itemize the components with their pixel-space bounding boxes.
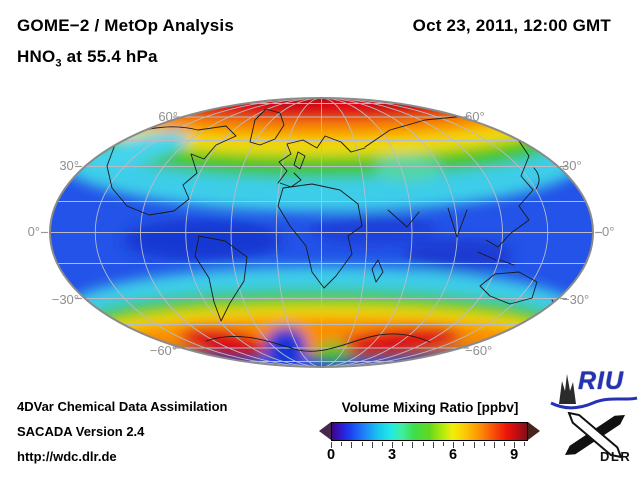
colorbar-tick-label: 6 <box>449 447 458 463</box>
lat-label-right-30: 30° <box>562 158 582 173</box>
credit-line-assimilation: 4DVar Chemical Data Assimilation <box>17 399 228 414</box>
colorbar-tick <box>453 442 455 448</box>
colorbar-tick <box>381 442 383 446</box>
colorbar-tick <box>504 442 505 446</box>
colorbar-tick <box>422 442 424 446</box>
world-map <box>41 97 602 368</box>
dlr-logo: DLR <box>564 411 636 466</box>
lat-label-left-30: 30° <box>59 158 79 173</box>
colorbar-overflow-arrow <box>528 422 540 440</box>
colorbar-ticks <box>331 442 528 450</box>
lat-label-right-0: 0° <box>602 224 615 239</box>
riu-logo-text: RIU <box>578 367 625 395</box>
colorbar-underflow-arrow <box>319 422 331 440</box>
colorbar-tick <box>412 442 414 448</box>
page-title: GOME−2 / MetOp Analysis <box>17 16 235 35</box>
lat-label-left-m30: −30° <box>51 292 79 307</box>
colorbar-tick <box>524 442 526 446</box>
lat-label-right-60: 60° <box>465 109 485 124</box>
lat-label-left-0: 0° <box>27 224 40 239</box>
dlr-emblem-icon <box>565 411 625 459</box>
colorbar-tick <box>392 442 394 448</box>
colorbar-tick <box>341 442 343 446</box>
lat-label-left-m60: −60° <box>149 343 177 358</box>
colorbar-tick-label: 0 <box>326 447 336 463</box>
latitude-tick-dashes <box>41 116 602 349</box>
colorbar-title: Volume Mixing Ratio [ppbv] <box>341 400 519 415</box>
cathedral-icon <box>559 374 576 404</box>
species-name: HNO <box>17 47 56 66</box>
colorbar-tick <box>331 442 332 448</box>
colorbar-tick <box>361 442 363 446</box>
credit-line-url: http://wdc.dlr.de <box>17 449 117 464</box>
colorbar-tick-label: 9 <box>510 447 519 463</box>
dlr-logo-text: DLR <box>600 449 632 464</box>
credit-line-version: SACADA Version 2.4 <box>17 424 145 439</box>
colorbar-tick <box>514 442 516 448</box>
colorbar-tick <box>351 442 353 448</box>
colorbar-tick <box>473 442 475 448</box>
lat-label-right-m30: −30° <box>562 292 590 307</box>
colorbar-tick <box>371 442 373 448</box>
page-subtitle: HNO3 at 55.4 hPa <box>17 47 158 69</box>
coastlines <box>106 108 560 352</box>
colorbar-tick-label: 3 <box>388 447 397 463</box>
colorbar-tick <box>493 442 495 448</box>
colorbar-tick <box>442 442 444 446</box>
map-outline <box>49 97 594 368</box>
lat-label-left-60: 60° <box>158 109 178 124</box>
pressure-level: at 55.4 hPa <box>61 47 158 66</box>
riu-logo: RIU <box>549 367 639 411</box>
lat-label-right-m60: −60° <box>465 343 493 358</box>
colorbar-tick <box>402 442 404 446</box>
colorbar-tick <box>463 442 465 446</box>
timestamp: Oct 23, 2011, 12:00 GMT <box>412 16 611 35</box>
species-subscript: 3 <box>55 57 62 70</box>
colorbar-tick <box>432 442 434 448</box>
wave-icon <box>550 396 638 410</box>
colorbar-tick <box>483 442 485 446</box>
colorbar-tick-labels: 0 3 6 9 <box>327 447 531 463</box>
colorbar-gradient <box>331 422 528 441</box>
